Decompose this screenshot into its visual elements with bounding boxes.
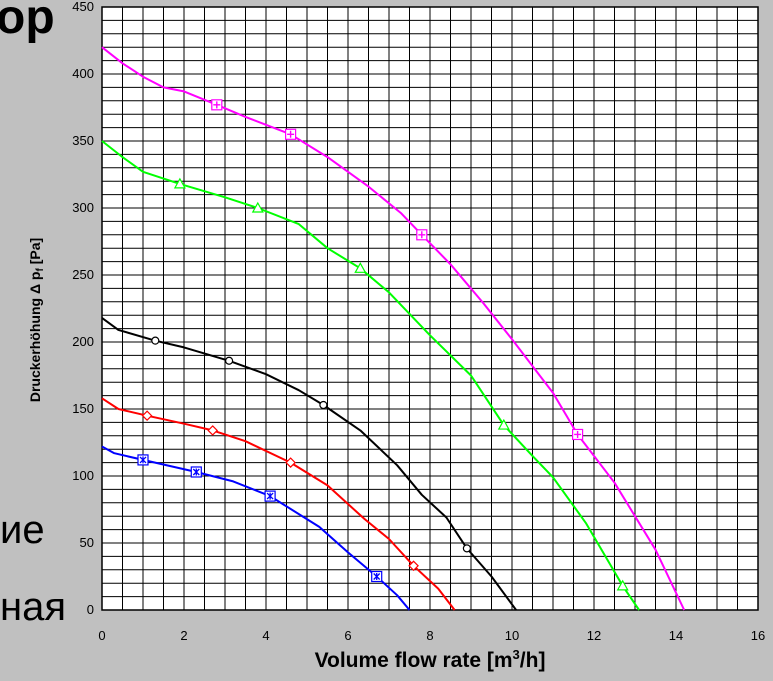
data-point-marker	[371, 570, 383, 583]
x-axis-ticks: 0 2 4 6 8 10 12 14 16	[98, 628, 765, 643]
background-slide-text-top: ор	[0, 0, 55, 44]
data-point-marker	[211, 99, 223, 111]
data-point-marker	[497, 418, 510, 430]
x-tick-label: 8	[426, 628, 433, 643]
data-point-marker	[285, 457, 296, 468]
y-tick-label: 450	[72, 0, 94, 14]
x-tick-label: 0	[98, 628, 105, 643]
data-point-marker	[137, 454, 149, 466]
y-tick-label: 400	[72, 66, 94, 81]
data-point-marker	[190, 466, 202, 478]
data-point-marker	[462, 544, 471, 553]
data-point-marker	[408, 560, 419, 572]
y-tick-label: 200	[72, 334, 94, 349]
data-point-marker	[285, 128, 297, 140]
plot-border	[101, 6, 759, 611]
series-line-1	[101, 46, 686, 611]
data-point-marker	[225, 356, 234, 365]
x-tick-label: 16	[751, 628, 765, 643]
data-point-marker	[141, 410, 153, 422]
data-point-marker	[616, 579, 629, 591]
data-point-marker	[264, 490, 276, 502]
data-point-marker	[151, 336, 160, 345]
data-point-marker	[571, 428, 584, 441]
x-tick-label: 2	[180, 628, 187, 643]
y-tick-label: 300	[72, 200, 94, 215]
x-axis-title: Volume flow rate [m3/h]	[315, 647, 546, 672]
data-point-marker	[251, 201, 264, 213]
y-axis-title: Druckerhöhung Δ pf [Pa]	[27, 238, 46, 402]
y-tick-label: 0	[87, 602, 94, 617]
data-point-marker	[416, 229, 428, 241]
grid	[101, 6, 759, 611]
y-tick-label: 100	[72, 468, 94, 483]
x-tick-label: 6	[344, 628, 351, 643]
series-line-2	[101, 140, 640, 611]
x-tick-label: 12	[587, 628, 601, 643]
data-point-marker	[207, 425, 219, 436]
y-tick-label: 350	[72, 133, 94, 148]
markers-group	[137, 99, 629, 591]
y-tick-label: 150	[72, 401, 94, 416]
y-tick-label: 50	[80, 535, 94, 550]
y-axis-ticks: 0 50 100 150 200 250 300 350 400 450	[72, 0, 94, 617]
x-tick-label: 4	[262, 628, 269, 643]
data-point-marker	[319, 400, 328, 410]
background-slide-text-middle: ие	[0, 508, 45, 552]
y-tick-label: 250	[72, 267, 94, 282]
x-tick-label: 14	[669, 628, 683, 643]
data-point-marker	[173, 177, 186, 189]
background-slide-text-bottom: ная	[0, 585, 66, 629]
x-tick-label: 10	[505, 628, 519, 643]
data-point-marker	[354, 262, 367, 273]
